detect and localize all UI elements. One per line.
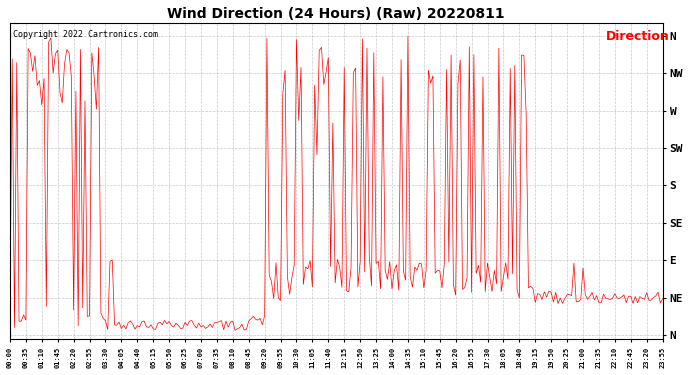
Text: Copyright 2022 Cartronics.com: Copyright 2022 Cartronics.com xyxy=(13,30,158,39)
Text: Direction: Direction xyxy=(606,30,669,43)
Title: Wind Direction (24 Hours) (Raw) 20220811: Wind Direction (24 Hours) (Raw) 20220811 xyxy=(168,7,505,21)
